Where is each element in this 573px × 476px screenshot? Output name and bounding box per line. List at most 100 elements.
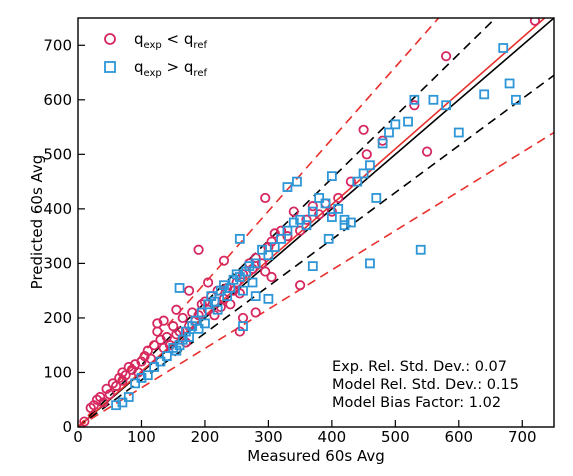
point-square (263, 250, 274, 261)
point-circle (333, 192, 344, 204)
x-tick-label: 700 (508, 428, 537, 446)
point-square (136, 373, 147, 383)
annotation-exp-rel-std-dev: Exp. Rel. Std. Dev.: 0.07 (332, 359, 507, 375)
point-square (307, 206, 318, 217)
y-tick-label: 400 (43, 200, 72, 218)
point-square (212, 304, 223, 315)
y-axis-label: Predicted 60s Avg (28, 155, 46, 290)
point-square (504, 78, 515, 89)
point-square (238, 285, 248, 296)
point-circle (358, 124, 369, 135)
point-square (333, 203, 344, 214)
point-square (307, 261, 318, 272)
point-circle (266, 271, 277, 283)
point-square (288, 217, 299, 228)
point-square (269, 242, 280, 252)
point-square (326, 212, 337, 222)
point-square (161, 351, 172, 362)
point-circle (314, 209, 325, 220)
point-square (250, 258, 261, 269)
model-band-lower-line (78, 131, 554, 427)
point-circle (409, 100, 420, 111)
point-square (257, 244, 267, 255)
point-square (247, 277, 258, 288)
point-square (250, 291, 261, 302)
point-square (292, 176, 302, 187)
legend-circle-marker (104, 33, 116, 45)
y-tick-label: 200 (43, 309, 72, 327)
x-tick-label: 500 (381, 428, 410, 446)
point-square (352, 176, 363, 187)
point-square (200, 318, 210, 329)
x-tick-label: 0 (73, 428, 83, 446)
point-square (403, 116, 413, 127)
point-circle (361, 149, 372, 160)
point-circle (250, 252, 261, 264)
point-square (409, 94, 420, 105)
point-circle (260, 192, 271, 204)
point-circle (441, 51, 452, 62)
x-axis-label: Measured 60s Avg (247, 447, 385, 465)
y-tick-label: 100 (43, 363, 72, 381)
point-square (453, 127, 464, 138)
x-tick-label: 400 (318, 428, 347, 446)
point-circle (301, 214, 312, 225)
point-circle (218, 255, 230, 266)
y-tick-label: 600 (43, 91, 72, 109)
point-square (415, 244, 426, 255)
point-square (428, 94, 439, 105)
annotation-model-rel-std-dev: Model Rel. Std. Dev.: 0.15 (332, 377, 519, 393)
x-axis-ticks: 0 100 200 300 400 500 600 700 (73, 420, 537, 446)
point-circle (295, 225, 306, 236)
point-square (326, 171, 337, 182)
point-square (323, 233, 334, 244)
point-circle (104, 389, 115, 400)
x-tick-label: 100 (127, 428, 156, 446)
point-circle (421, 146, 433, 157)
y-tick-label: 300 (43, 254, 72, 272)
point-circle (152, 318, 163, 329)
point-square (155, 356, 166, 367)
point-square (184, 332, 194, 342)
point-circle (288, 206, 299, 217)
point-square (365, 160, 375, 171)
point-square (263, 293, 274, 304)
point-circle (529, 18, 541, 26)
x-tick-label: 600 (444, 428, 473, 446)
point-circle (79, 416, 90, 427)
point-square (371, 193, 382, 203)
point-circle (177, 312, 188, 324)
point-circle (203, 277, 214, 288)
point-square (234, 272, 245, 282)
legend-square-marker (104, 61, 116, 73)
point-circle (149, 340, 160, 351)
x-tick-label: 300 (254, 428, 283, 446)
point-square (117, 397, 128, 408)
plot-frame (77, 17, 555, 428)
point-square (479, 89, 490, 100)
point-square (142, 370, 153, 381)
point-circle (203, 304, 214, 315)
point-circle (183, 285, 195, 296)
point-square (358, 168, 369, 179)
point-square (339, 214, 350, 225)
point-square (384, 127, 394, 138)
point-square (193, 323, 204, 334)
point-square (130, 378, 141, 389)
y-tick-label: 500 (43, 145, 72, 163)
point-circle (345, 176, 357, 187)
point-circle (269, 228, 280, 239)
point-square (111, 400, 121, 411)
point-circle (326, 206, 337, 217)
point-circle (282, 231, 293, 242)
point-square (123, 392, 134, 402)
point-square (498, 43, 509, 53)
point-square (365, 258, 375, 269)
point-square (320, 198, 331, 209)
point-square (244, 261, 255, 272)
point-square (219, 280, 229, 291)
point-square (282, 225, 293, 236)
point-circle (295, 280, 306, 291)
point-square (282, 182, 293, 192)
